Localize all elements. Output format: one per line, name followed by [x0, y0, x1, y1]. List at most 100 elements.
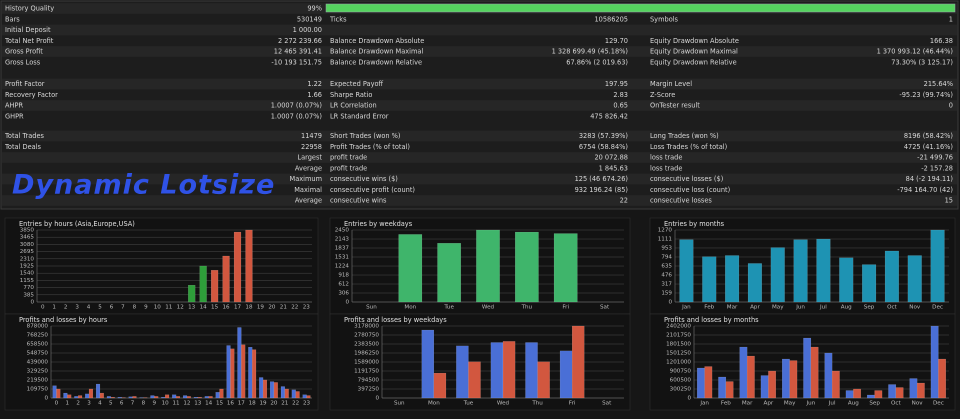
- bar: [803, 337, 812, 399]
- y-tick-label: 1111: [658, 237, 673, 243]
- stat-value: Maximum: [290, 175, 323, 183]
- stat-value: 12 465 391.41: [274, 48, 322, 56]
- x-tick-label: 4: [98, 401, 102, 407]
- bar: [248, 347, 253, 399]
- x-tick-label: 13: [188, 305, 196, 311]
- stat-label: History Quality: [5, 5, 54, 13]
- bar: [165, 394, 170, 399]
- stat-value: 1.22: [307, 80, 322, 88]
- y-tick-label: 548750: [27, 351, 49, 357]
- stats-rows: History Quality 99% Bars 530149 Ticks 1058620…: [2, 3, 957, 206]
- stat-label: consecutive wins ($): [330, 175, 398, 183]
- y-tick-label: 3178000: [354, 324, 379, 330]
- bar: [197, 397, 202, 399]
- y-tick-label: 2310: [20, 256, 35, 262]
- bar: [938, 358, 946, 399]
- y-tick-label: 0: [687, 396, 691, 402]
- stat-value: 6754 (58.84%): [579, 143, 628, 151]
- x-tick-label: 20: [268, 305, 276, 311]
- bar: [222, 255, 230, 303]
- x-tick-label: 22: [291, 305, 298, 311]
- y-tick-label: 1531: [335, 255, 350, 261]
- stat-value: -10 193 151.75: [271, 58, 322, 66]
- x-tick-label: 9: [153, 401, 157, 407]
- bar: [245, 229, 253, 303]
- chart: Entries by hours (Asia,Europe,USA)038577…: [4, 217, 319, 315]
- chart: Profits and losses by hours0109750219500…: [4, 313, 319, 411]
- x-tick-label: 23: [303, 401, 311, 407]
- x-tick-label: Sep: [864, 305, 875, 311]
- x-tick-label: 21: [280, 305, 288, 311]
- x-tick-label: 15: [211, 305, 219, 311]
- bar: [182, 395, 188, 399]
- x-tick-label: Oct: [891, 401, 901, 407]
- stat-label: loss trade: [650, 164, 682, 172]
- x-tick-label: 9: [144, 305, 148, 311]
- x-tick-label: May: [784, 401, 796, 407]
- x-tick-label: Nov: [912, 401, 924, 407]
- stat-label: Recovery Factor: [5, 91, 58, 99]
- x-tick-label: Nov: [909, 305, 921, 311]
- x-tick-label: 17: [234, 305, 242, 311]
- bar: [839, 257, 854, 303]
- y-tick-label: 0: [375, 396, 379, 402]
- stat-value: 8196 (58.42%): [904, 132, 953, 140]
- stat-value: 129.70: [605, 37, 628, 45]
- x-tick-label: Jun: [806, 401, 816, 407]
- bar: [930, 229, 945, 303]
- stat-value: 2.83: [613, 91, 628, 99]
- bar: [262, 379, 268, 399]
- bar: [132, 396, 137, 399]
- stat-label: profit trade: [330, 164, 367, 172]
- x-tick-label: 8: [142, 401, 146, 407]
- bar: [559, 350, 573, 399]
- stat-value: 22: [620, 197, 628, 205]
- y-tick-label: 1837: [335, 246, 350, 252]
- bar: [188, 285, 196, 303]
- stat-value: 1 845.63: [599, 164, 628, 172]
- bar: [67, 394, 72, 399]
- stat-label: Profit Factor: [5, 80, 45, 88]
- y-tick-label: 2695: [20, 249, 35, 255]
- bar: [930, 325, 939, 399]
- bar: [525, 342, 538, 399]
- bar: [237, 327, 242, 399]
- y-tick-label: 1224: [335, 264, 350, 270]
- stat-value: 3283 (57.39%): [579, 132, 628, 140]
- bar: [468, 361, 481, 399]
- bar: [295, 391, 300, 399]
- bar: [99, 392, 104, 399]
- stat-label: GHPR: [5, 112, 24, 120]
- bar: [571, 325, 585, 399]
- x-tick-label: Dec: [933, 401, 944, 407]
- x-tick-label: Oct: [887, 305, 897, 311]
- row-stripe: [2, 173, 957, 185]
- stat-value: Average: [295, 197, 322, 205]
- bar: [845, 390, 854, 399]
- stat-label: Gross Profit: [5, 48, 43, 56]
- x-tick-label: Jun: [795, 305, 805, 311]
- chart-title: Profits and losses by months: [664, 316, 759, 324]
- x-tick-label: Mon: [404, 305, 416, 311]
- stat-value: 11479: [301, 132, 322, 140]
- bar: [74, 396, 79, 399]
- stat-value: 1.0007 (0.07%): [271, 102, 322, 110]
- x-tick-label: 0: [41, 305, 45, 311]
- bar: [702, 256, 717, 303]
- bar: [770, 247, 785, 303]
- stat-value: 197.95: [605, 80, 628, 88]
- stat-value: Largest: [297, 154, 322, 162]
- bar: [193, 397, 198, 399]
- stat-value: -2 157.28: [921, 164, 953, 172]
- stat-label: Ticks: [329, 15, 347, 23]
- y-tick-label: 658500: [27, 342, 49, 348]
- stat-value: 932 196.24 (85): [575, 186, 628, 194]
- x-tick-label: Fri: [562, 305, 569, 311]
- stat-label: Equity Drawdown Maximal: [650, 48, 738, 56]
- x-tick-label: Aug: [848, 401, 859, 407]
- bar: [117, 397, 122, 399]
- stat-label: consecutive losses: [650, 197, 712, 205]
- row-stripe: [2, 195, 957, 206]
- row-stripe: [2, 152, 957, 163]
